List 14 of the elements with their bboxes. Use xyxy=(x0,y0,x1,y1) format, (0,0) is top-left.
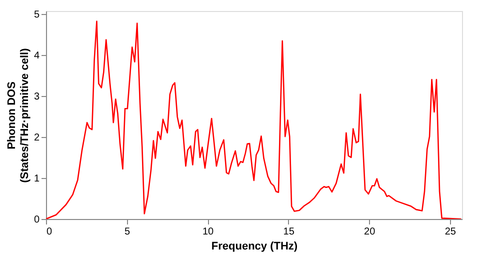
x-axis-title: Frequency (THz) xyxy=(211,240,298,252)
y-tick-label: 5 xyxy=(34,9,40,20)
x-tick-label: 20 xyxy=(364,226,376,238)
x-tick-label: 5 xyxy=(124,226,130,238)
x-tick-label: 25 xyxy=(444,226,456,238)
y-tick-label: 2 xyxy=(34,132,40,144)
x-tick-label: 0 xyxy=(46,226,52,238)
x-tick-label: 15 xyxy=(283,226,295,238)
y-tick-label: 4 xyxy=(34,50,40,62)
x-tick-label: 10 xyxy=(202,226,214,238)
y-tick-label: 0 xyxy=(34,214,40,226)
y-tick-label: 1 xyxy=(34,173,40,184)
y-tick-label: 3 xyxy=(34,91,40,102)
y-axis-title: Phonon DOS (States/THz·primitive cell) xyxy=(6,48,31,183)
